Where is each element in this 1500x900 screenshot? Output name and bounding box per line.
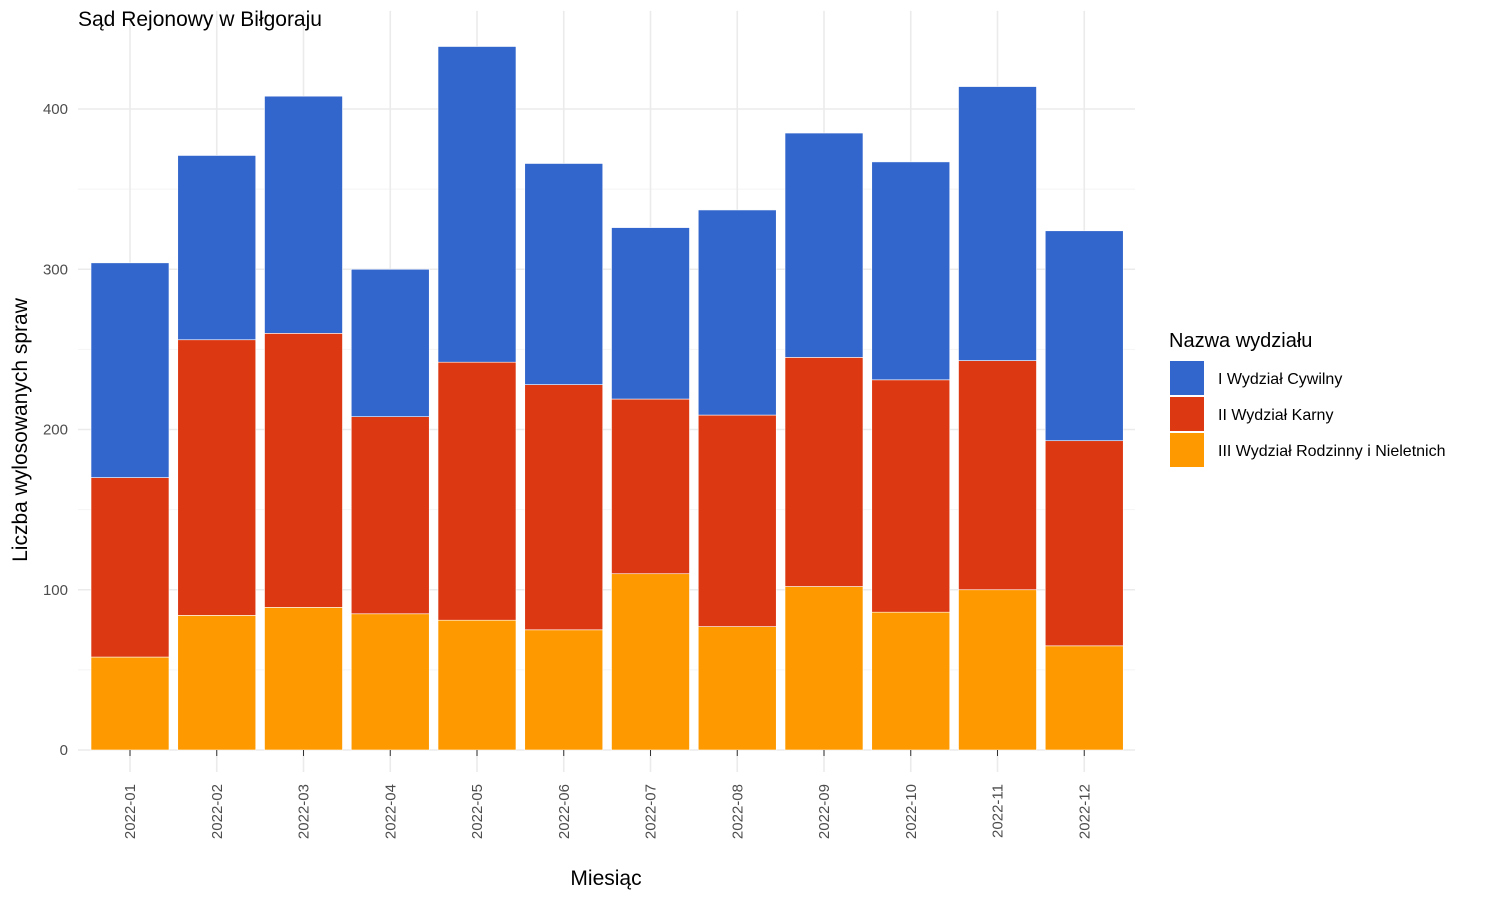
x-tick-label: 2022-06: [556, 784, 573, 839]
bars: [90, 46, 1124, 751]
x-axis-title: Miesiąc: [570, 867, 641, 890]
x-tick-label: 2022-11: [990, 784, 1007, 838]
bar-segment-2022-10-series-1: [871, 379, 951, 613]
bar-segment-2022-01-series-2: [90, 262, 170, 478]
bar-segment-2022-02-series-2: [177, 155, 257, 341]
bar-segment-2022-07-series-2: [611, 227, 690, 400]
bar-segment-2022-02-series-0: [177, 615, 257, 751]
x-tick-label: 2022-07: [643, 784, 660, 839]
legend-title: Nazwa wydziału: [1169, 330, 1312, 352]
legend-label: I Wydział Cywilny: [1218, 371, 1342, 388]
bar-segment-2022-08-series-0: [697, 626, 777, 751]
y-tick-label: 0: [60, 742, 68, 759]
x-tick-label: 2022-09: [816, 784, 833, 839]
legend-items: I Wydział Cywilny II Wydział Karny III Wyd…: [1170, 361, 1446, 467]
bar-segment-2022-04-series-1: [350, 416, 430, 615]
legend-swatch: [1170, 361, 1204, 395]
x-tick-label: 2022-10: [903, 784, 920, 839]
bar-segment-2022-07-series-1: [611, 398, 690, 575]
bar-segment-2022-12-series-2: [1044, 230, 1124, 442]
bar-segment-2022-09-series-1: [784, 357, 864, 587]
bar-segment-2022-10-series-2: [871, 161, 951, 381]
bar-segment-2022-04-series-2: [350, 268, 430, 417]
bar-segment-2022-04-series-0: [350, 613, 430, 751]
legend-label: II Wydział Karny: [1218, 407, 1333, 424]
bar-segment-2022-02-series-1: [177, 339, 257, 616]
x-tick-label: 2022-05: [469, 784, 486, 839]
x-tick-label: 2022-01: [122, 784, 139, 839]
bar-segment-2022-08-series-2: [697, 209, 777, 416]
bar-segment-2022-09-series-0: [784, 586, 864, 751]
bar-segment-2022-11-series-0: [958, 589, 1037, 751]
bar-segment-2022-12-series-1: [1044, 440, 1124, 647]
bar-segment-2022-07-series-0: [611, 573, 690, 751]
legend-swatch: [1170, 433, 1204, 467]
bar-segment-2022-11-series-1: [958, 360, 1037, 591]
y-tick-label: 300: [43, 261, 68, 278]
y-tick-label: 200: [43, 422, 68, 439]
bar-segment-2022-10-series-0: [871, 611, 951, 751]
y-axis-ticks: 0 100 200 300 400: [43, 101, 68, 759]
bar-segment-2022-06-series-2: [524, 163, 604, 385]
bar-segment-2022-09-series-2: [784, 132, 864, 358]
bar-segment-2022-06-series-0: [524, 629, 604, 751]
bar-segment-2022-05-series-0: [437, 619, 517, 751]
bar-segment-2022-01-series-0: [90, 656, 170, 751]
legend-label: III Wydział Rodzinny i Nieletnich: [1218, 443, 1446, 460]
bar-segment-2022-12-series-0: [1044, 645, 1124, 751]
x-tick-label: 2022-04: [382, 784, 399, 839]
chart-title: Sąd Rejonowy w Biłgoraju: [78, 8, 322, 31]
bar-segment-2022-05-series-1: [437, 361, 517, 621]
bar-segment-2022-01-series-1: [90, 477, 170, 658]
legend: Nazwa wydziału I Wydział Cywilny II Wydzi…: [1169, 330, 1446, 467]
legend-swatch: [1170, 397, 1204, 431]
bar-segment-2022-03-series-0: [264, 607, 343, 751]
bar-segment-2022-11-series-2: [958, 86, 1037, 361]
y-axis-title: Liczba wylosowanych spraw: [9, 297, 32, 562]
bar-segment-2022-08-series-1: [697, 414, 777, 627]
x-tick-label: 2022-02: [209, 784, 226, 839]
bar-segment-2022-03-series-2: [264, 95, 343, 334]
bar-segment-2022-06-series-1: [524, 384, 604, 631]
x-tick-label: 2022-03: [296, 784, 313, 839]
x-tick-label: 2022-08: [729, 784, 746, 839]
y-tick-label: 100: [43, 582, 68, 599]
bar-segment-2022-03-series-1: [264, 333, 343, 608]
x-axis-ticks: 2022-01 2022-02 2022-03 2022-04 2022-05 2022-…: [122, 750, 1093, 839]
y-tick-label: 400: [43, 101, 68, 118]
x-tick-label: 2022-12: [1076, 784, 1093, 839]
bar-segment-2022-05-series-2: [437, 46, 517, 363]
